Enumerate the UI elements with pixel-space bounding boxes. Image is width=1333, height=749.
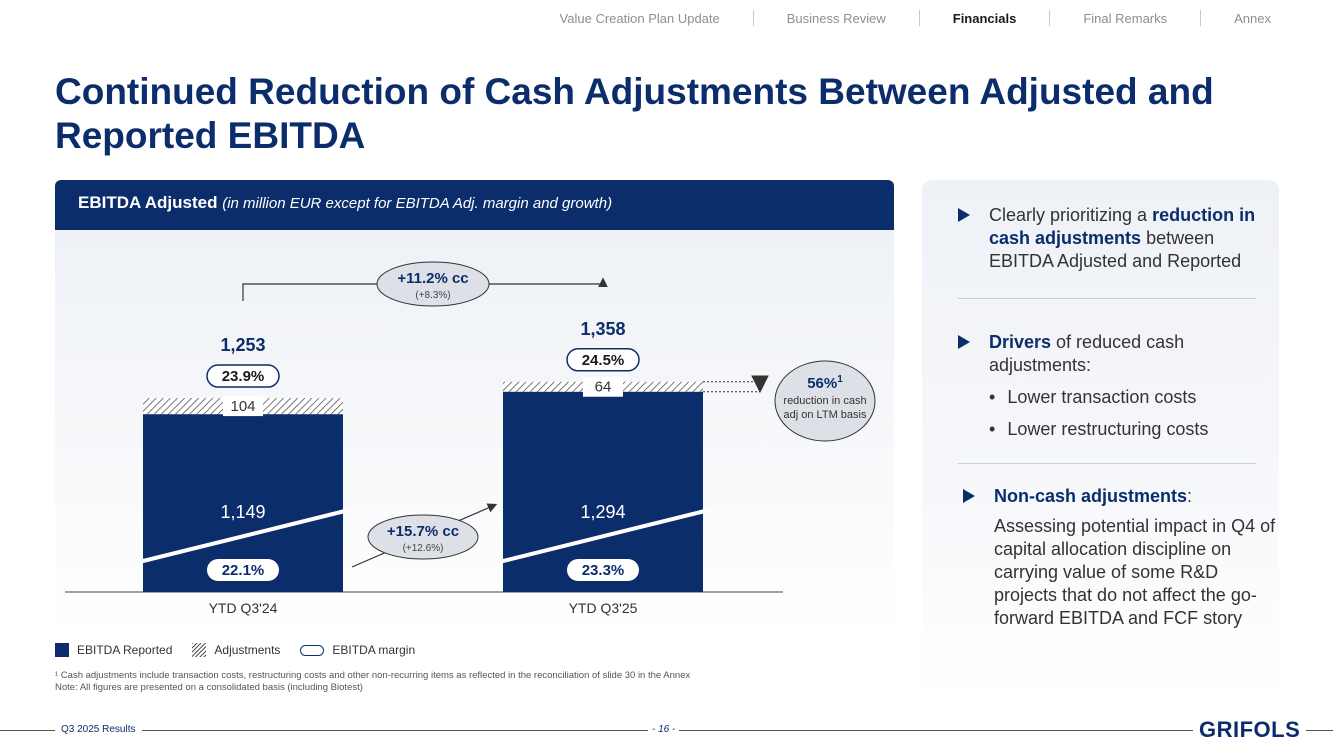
chart-card-body: 104 1,149 22.1% 23.9% 1,253 YTD Q3'24 64 1,294 2… [55, 230, 894, 635]
tab-final-remarks[interactable]: Final Remarks [1083, 10, 1168, 26]
point-non-cash-title: Non-cash adjustments: [994, 485, 1284, 508]
nav-separator [752, 10, 754, 26]
drivers-list: Lower transaction costs Lower restructur… [989, 386, 1279, 441]
footnote-ref: 1 [837, 374, 843, 385]
growth-adjusted-bubble [376, 261, 490, 307]
point-non-cash-post: : [1187, 486, 1193, 506]
divider [958, 463, 1256, 464]
ebitda-chart: 104 1,149 22.1% 23.9% 1,253 YTD Q3'24 64 1,294 2… [65, 261, 876, 616]
reported-margin-label: 22.1% [222, 562, 265, 579]
legend-swatch-margin [300, 644, 325, 656]
growth-adjusted-label: +11.2% cc [397, 270, 468, 287]
bar-reported [503, 391, 703, 592]
grifols-logo: GRIFOLS [1193, 717, 1307, 743]
list-item: Lower transaction costs [989, 386, 1279, 409]
tab-value-creation[interactable]: Value Creation Plan Update [559, 10, 720, 26]
adjusted-margin-pill [566, 348, 640, 372]
legend-swatch-reported [55, 643, 69, 657]
triangle-bullet-icon [963, 489, 975, 503]
point-drivers-post: of reduced cash adjustments: [989, 332, 1185, 375]
point-reduction-text: Clearly prioritizing a reduction in cash… [989, 204, 1279, 273]
page-number: - 16 - [648, 724, 680, 735]
adjustment-label-bg [223, 396, 263, 417]
list-item: Lower restructuring costs [989, 418, 1279, 441]
nav-separator [1200, 10, 1202, 26]
nav-separator [918, 10, 920, 26]
legend-label-adjustments: Adjustments [214, 643, 281, 657]
point-non-cash-bold: Non-cash adjustments [994, 486, 1188, 506]
tab-business-review[interactable]: Business Review [786, 10, 886, 26]
side-panel: Clearly prioritizing a reduction in cash… [922, 180, 1279, 700]
x-tick-label: YTD Q3'25 [569, 600, 638, 616]
point-drivers: Drivers of reduced cash adjustments: Low… [958, 331, 1279, 441]
legend-swatch-adjustments [192, 643, 207, 657]
growth-reported-bubble [367, 514, 479, 560]
growth-adjusted-sublabel: (+8.3%) [415, 290, 450, 301]
divider [958, 298, 1256, 299]
legend-label-reported: EBITDA Reported [77, 643, 173, 657]
adjusted-margin-label: 23.9% [222, 368, 265, 385]
point-reduction-pre: Clearly prioritizing a [989, 205, 1153, 225]
nav-separator [1049, 10, 1051, 26]
triangle-bullet-icon [958, 208, 970, 222]
chart-card-subtitle: (in million EUR except for EBITDA Adj. m… [222, 195, 613, 212]
x-tick-label: YTD Q3'24 [209, 600, 278, 616]
chart-card-title: EBITDA Adjusted [78, 193, 218, 212]
point-drivers-text: Drivers of reduced cash adjustments: [989, 331, 1279, 377]
margin-divider-stripe [138, 508, 350, 564]
point-non-cash: Non-cash adjustments: Assessing potentia… [963, 485, 1284, 630]
point-reduction-post: between EBITDA Adjusted and Reported [989, 228, 1242, 271]
growth-reported-label: +15.7% cc [387, 523, 459, 540]
adjusted-margin-pill [206, 364, 280, 388]
legend-label-margin: EBITDA margin [332, 643, 416, 657]
reported-margin-pill [567, 559, 639, 581]
legend-item-adjustments: Adjustments [192, 643, 280, 657]
reported-margin-label: 23.3% [582, 562, 625, 579]
adjustment-value-label: 64 [595, 379, 612, 396]
reduction-callout-value: 56%1 [807, 374, 843, 392]
chart-legend: EBITDA Reported Adjustments EBITDA margi… [55, 643, 435, 657]
page-title: Continued Reduction of Cash Adjustments … [55, 71, 1214, 156]
adjustment-value-label: 104 [230, 398, 255, 415]
total-value-label: 1,253 [220, 335, 265, 355]
reduction-callout-line1: reduction in cash [783, 395, 866, 407]
margin-divider-stripe [498, 508, 710, 564]
point-non-cash-body: Assessing potential impact in Q4 of capi… [994, 516, 1276, 628]
point-reduction-bold: reduction in cash adjustments [989, 205, 1256, 248]
section-nav: Value Creation Plan Update Business Revi… [527, 10, 1271, 26]
reported-value-label: 1,294 [580, 502, 625, 522]
triangle-bullet-icon [958, 335, 970, 349]
footnotes: ¹ Cash adjustments include transaction c… [55, 670, 690, 694]
tab-annex[interactable]: Annex [1234, 10, 1271, 26]
footer-title: Q3 2025 Results [55, 724, 142, 735]
reported-value-label: 1,149 [220, 502, 265, 522]
legend-item-margin: EBITDA margin [300, 643, 415, 657]
footnote-2: Note: All figures are presented on a con… [55, 682, 363, 693]
adjustment-label-bg [583, 376, 623, 397]
growth-reported-sublabel: (+12.6%) [403, 543, 444, 554]
chart-card-header: EBITDA Adjusted (in million EUR except f… [55, 180, 894, 230]
adjusted-margin-label: 24.5% [582, 352, 625, 369]
footnote-1: ¹ Cash adjustments include transaction c… [55, 670, 691, 681]
tab-financials[interactable]: Financials [952, 10, 1017, 26]
reduction-callout-bubble [774, 360, 876, 442]
legend-item-reported: EBITDA Reported [55, 643, 172, 657]
point-drivers-bold: Drivers [989, 332, 1052, 352]
reported-margin-pill [207, 559, 279, 581]
point-reduction: Clearly prioritizing a reduction in cash… [958, 204, 1279, 273]
total-value-label: 1,358 [580, 319, 625, 339]
reduction-callout-line2: adj on LTM basis [784, 409, 867, 421]
